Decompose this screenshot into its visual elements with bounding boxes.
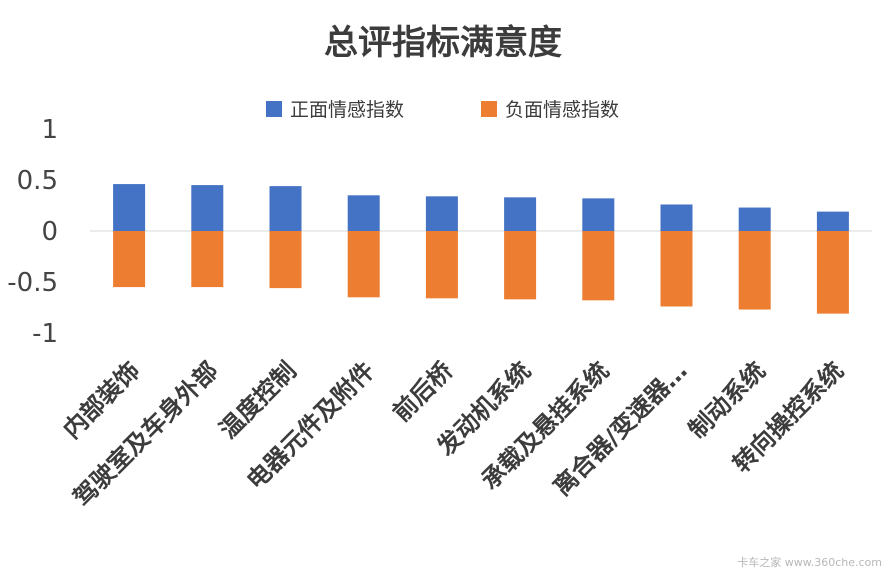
y-tick-label: 1 [41,115,58,145]
x-tick-label: 离合器/变速器… [548,356,693,501]
watermark: 卡车之家 www.360che.com [737,555,882,569]
negative-bar [738,231,771,310]
negative-bar [816,231,849,314]
positive-bar [660,204,693,231]
positive-bar [582,198,615,231]
y-tick-label: 0.5 [17,166,58,196]
negative-bar [347,231,380,298]
negative-bar [425,231,458,299]
y-tick-label: -0.5 [7,268,58,298]
positive-bar [347,195,380,231]
positive-bar [113,184,146,231]
legend-swatch-positive [266,101,282,117]
negative-bar [113,231,146,288]
legend-label-positive: 正面情感指数 [290,99,404,121]
negative-bar [191,231,224,288]
negative-bar [504,231,537,300]
negative-bar [582,231,615,301]
positive-bar [269,186,302,231]
positive-bar [504,197,537,231]
positive-bar [738,207,771,231]
legend-swatch-negative [481,101,497,117]
legend-label-negative: 负面情感指数 [505,99,619,121]
negative-bar [269,231,302,289]
y-tick-label: -1 [32,319,58,349]
x-tick-label: 驾驶室及车身外部 [68,356,224,512]
y-tick-label: 0 [41,217,58,247]
x-tick-label: 前后桥 [387,356,458,427]
y-axis: 1 0.5 0 -0.5 -1 [7,115,58,349]
bars [113,184,849,314]
positive-bar [425,196,458,231]
chart-title: 总评指标满意度 [324,23,562,63]
positive-bar [191,185,224,231]
negative-bar [660,231,693,307]
legend: 正面情感指数 负面情感指数 [266,99,619,121]
positive-bar [816,211,849,231]
